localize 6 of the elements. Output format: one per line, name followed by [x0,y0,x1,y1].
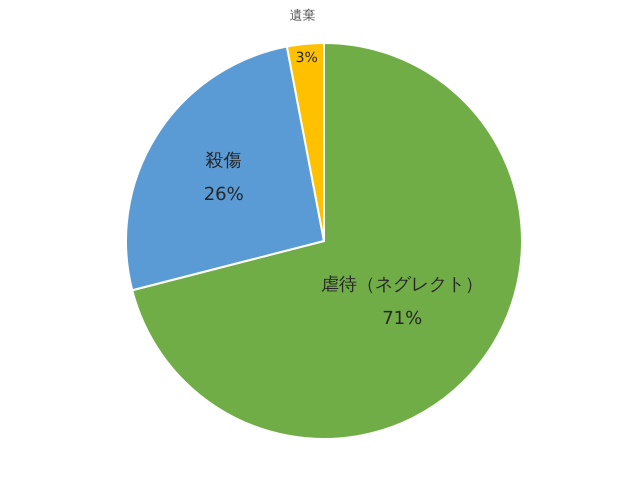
data-label: 71% [382,308,422,330]
slice-label: 虐待（ネグレクト） [321,274,484,296]
data-label: 3% [296,50,318,66]
data-label: 26% [204,184,244,205]
slice-label: 殺傷 [206,150,242,171]
slice-label: 遺棄 [290,8,316,24]
